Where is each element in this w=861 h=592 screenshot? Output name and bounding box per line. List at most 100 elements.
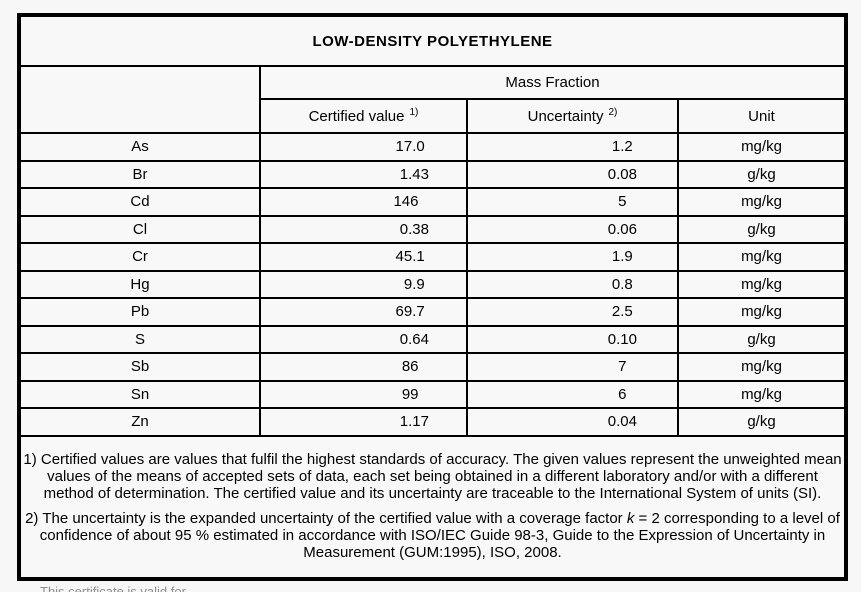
group-header-row: Mass Fraction xyxy=(21,66,844,134)
value-fraction-part: .2 xyxy=(620,138,633,156)
unit-cell: mg/kg xyxy=(677,243,844,272)
value-fraction-part: .0 xyxy=(412,138,425,156)
element-symbol-cell: Sn xyxy=(21,380,260,409)
value-fraction-part: .43 xyxy=(408,165,429,183)
value-fraction-part: .64 xyxy=(408,330,429,348)
value-integer-part: 146 xyxy=(393,193,419,211)
value-integer-part: 2 xyxy=(611,303,621,321)
value-fraction-part: .10 xyxy=(616,330,637,348)
uncertainty-label: Uncertainty xyxy=(527,107,604,125)
uncertainty-cell: 0.8 xyxy=(466,270,678,299)
certified-value-cell: 1.17 xyxy=(259,408,467,437)
value-integer-part: 0 xyxy=(607,165,617,183)
value-integer-part: 6 xyxy=(618,385,627,403)
corner-empty-cell xyxy=(21,66,260,134)
uncertainty-cell: 0.06 xyxy=(466,215,678,244)
column-header-certified-value: Certified value 1) xyxy=(259,99,467,134)
certified-value-cell: 69.7 xyxy=(259,298,467,327)
value-integer-part: 17 xyxy=(395,138,413,156)
uncertainty-cell: 6 xyxy=(466,380,678,409)
table-row: Br 1.43 0.08 g/kg xyxy=(21,160,844,189)
column-header-unit: Unit xyxy=(677,99,844,134)
table-row: Sn 99 6 mg/kg xyxy=(21,380,844,409)
certified-value-cell: 86 xyxy=(259,353,467,382)
value-integer-part: 0 xyxy=(607,413,617,431)
clipped-bottom-text: This certificate is valid for ... xyxy=(40,584,201,592)
unit-cell: mg/kg xyxy=(677,380,844,409)
element-symbol-cell: As xyxy=(21,133,260,162)
table-row: Cl 0.38 0.06 g/kg xyxy=(21,215,844,244)
value-fraction-part: .9 xyxy=(412,275,425,293)
value-integer-part: 9 xyxy=(403,275,413,293)
unit-cell: g/kg xyxy=(677,215,844,244)
unit-cell: mg/kg xyxy=(677,188,844,217)
certified-value-cell: 17.0 xyxy=(259,133,467,162)
footnotes-row: 1) Certified values are values that fulf… xyxy=(21,436,844,583)
footnote-2-text-after-k: = 2 corresponding to a level of confiden… xyxy=(39,509,840,561)
unit-cell: g/kg xyxy=(677,160,844,189)
footnotes-cell: 1) Certified values are values that fulf… xyxy=(21,436,844,583)
value-integer-part: 0 xyxy=(399,220,409,238)
table-row: As 17.0 1.2 mg/kg xyxy=(21,133,844,162)
table-row: Zn 1.17 0.04 g/kg xyxy=(21,408,844,437)
table-row: Sb 86 7 mg/kg xyxy=(21,353,844,382)
element-symbol-cell: Pb xyxy=(21,298,260,327)
value-fraction-part: .9 xyxy=(620,248,633,266)
table-row: Pb 69.7 2.5 mg/kg xyxy=(21,298,844,327)
uncertainty-cell: 2.5 xyxy=(466,298,678,327)
value-integer-part: 1 xyxy=(611,138,621,156)
certified-value-cell: 45.1 xyxy=(259,243,467,272)
footnote-1: 1) Certified values are values that fulf… xyxy=(23,450,842,502)
uncertainty-cell: 5 xyxy=(466,188,678,217)
group-header-mass-fraction: Mass Fraction xyxy=(259,66,844,100)
element-symbol-cell: Cr xyxy=(21,243,260,272)
certified-value-cell: 0.64 xyxy=(259,325,467,354)
page-title: LOW-DENSITY POLYETHYLENE xyxy=(21,17,844,67)
table-row: Hg 9.9 0.8 mg/kg xyxy=(21,270,844,299)
footnote-ref-1: 1) xyxy=(409,106,419,118)
certified-value-cell: 0.38 xyxy=(259,215,467,244)
value-fraction-part: .38 xyxy=(408,220,429,238)
value-integer-part: 0 xyxy=(611,275,621,293)
value-integer-part: 1 xyxy=(399,165,409,183)
uncertainty-cell: 7 xyxy=(466,353,678,382)
value-integer-part: 45 xyxy=(395,248,413,266)
uncertainty-cell: 1.9 xyxy=(466,243,678,272)
certified-value-cell: 9.9 xyxy=(259,270,467,299)
element-symbol-cell: Sb xyxy=(21,353,260,382)
unit-cell: mg/kg xyxy=(677,133,844,162)
column-header-uncertainty: Uncertainty 2) xyxy=(466,99,678,134)
element-symbol-cell: Br xyxy=(21,160,260,189)
element-symbol-cell: Hg xyxy=(21,270,260,299)
table-row: Cr 45.1 1.9 mg/kg xyxy=(21,243,844,272)
value-integer-part: 0 xyxy=(607,220,617,238)
uncertainty-cell: 0.10 xyxy=(466,325,678,354)
unit-cell: g/kg xyxy=(677,325,844,354)
element-symbol-cell: S xyxy=(21,325,260,354)
certificate-table-box: LOW-DENSITY POLYETHYLENE Mass Fraction C… xyxy=(17,13,848,581)
column-header-row: Certified value 1) Uncertainty 2) Unit xyxy=(21,99,844,134)
element-symbol-cell: Cd xyxy=(21,188,260,217)
footnote-2: 2) The uncertainty is the expanded uncer… xyxy=(21,510,844,561)
value-fraction-part: .1 xyxy=(412,248,425,266)
table-row: S 0.64 0.10 g/kg xyxy=(21,325,844,354)
element-symbol-cell: Zn xyxy=(21,408,260,437)
footnote-2-text-before-k: 2) The uncertainty is the expanded uncer… xyxy=(25,509,627,527)
table-row: Cd 146 5 mg/kg xyxy=(21,188,844,217)
value-integer-part: 0 xyxy=(607,330,617,348)
unit-cell: mg/kg xyxy=(677,353,844,382)
unit-cell: mg/kg xyxy=(677,270,844,299)
value-integer-part: 99 xyxy=(401,385,419,403)
table-body: As 17.0 1.2 mg/kg Br 1.43 0.08 g/kg Cd 146 5 mg/kg C… xyxy=(21,133,844,437)
element-symbol-cell: Cl xyxy=(21,215,260,244)
value-fraction-part: .7 xyxy=(412,303,425,321)
uncertainty-cell: 0.04 xyxy=(466,408,678,437)
value-integer-part: 86 xyxy=(401,358,419,376)
uncertainty-cell: 1.2 xyxy=(466,133,678,162)
footnote-ref-2: 2) xyxy=(608,106,618,118)
coverage-factor-k: k xyxy=(626,509,635,527)
uncertainty-cell: 0.08 xyxy=(466,160,678,189)
value-integer-part: 5 xyxy=(618,193,627,211)
value-fraction-part: .04 xyxy=(616,413,637,431)
certified-value-cell: 99 xyxy=(259,380,467,409)
